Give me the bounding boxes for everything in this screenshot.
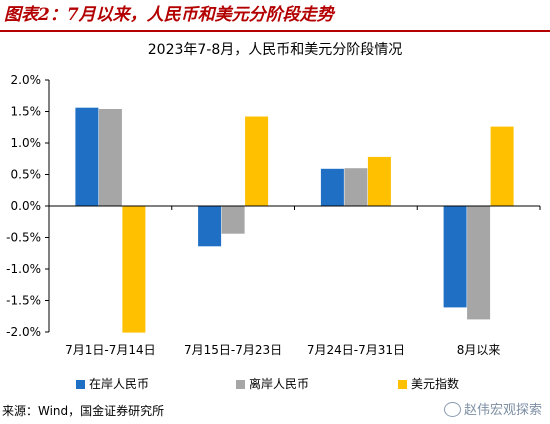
bar-chart: 2023年7-8月，人民币和美元分阶段情况 2.0% 1.5% 1.0% 0.5% 0.… bbox=[6, 42, 541, 357]
y-axis: 2.0% 1.5% 1.0% 0.5% 0.0% -0.5% -1.0% -1.5% -2.0% bbox=[6, 73, 50, 339]
bar-onshore-4 bbox=[443, 206, 467, 308]
bar-dxy-3 bbox=[367, 156, 391, 206]
bar-offshore-3 bbox=[344, 168, 368, 206]
figure-title: 图表2：7月以来，人民币和美元分阶段走势 bbox=[4, 5, 334, 25]
y-tick-label: 1.5% bbox=[11, 105, 42, 119]
watermark: 赵伟宏观探索 bbox=[443, 400, 542, 422]
source-note: 来源：Wind，国金证券研究所 bbox=[2, 404, 165, 418]
x-tick-label: 7月15日-7月23日 bbox=[184, 343, 282, 357]
watermark-text: 赵伟宏观探索 bbox=[463, 403, 542, 418]
bar-dxy-2 bbox=[245, 116, 269, 206]
legend-swatch-onshore bbox=[76, 380, 85, 389]
x-axis: 7月1日-7月14日 7月15日-7月23日 7月24日-7月31日 8月以来 bbox=[48, 205, 541, 357]
legend: 在岸人民币 离岸人民币 美元指数 bbox=[68, 374, 538, 394]
bar-dxy-4 bbox=[490, 126, 514, 206]
bar-group bbox=[75, 107, 514, 333]
legend-swatch-dxy bbox=[398, 380, 407, 389]
legend-item-offshore: 离岸人民币 bbox=[236, 374, 309, 394]
title-divider bbox=[0, 30, 550, 32]
x-tick-label: 8月以来 bbox=[457, 343, 501, 357]
legend-item-dxy: 美元指数 bbox=[398, 374, 459, 394]
chart-title: 2023年7-8月，人民币和美元分阶段情况 bbox=[148, 42, 403, 58]
y-tick-label: 0.5% bbox=[11, 168, 42, 182]
legend-label-dxy: 美元指数 bbox=[411, 377, 460, 391]
y-tick-label: 0.0% bbox=[11, 199, 42, 213]
x-tick-label: 7月24日-7月31日 bbox=[307, 343, 405, 357]
y-tick-label: -2.0% bbox=[6, 325, 41, 339]
bar-dxy-1 bbox=[122, 206, 146, 333]
legend-swatch-offshore bbox=[236, 380, 245, 389]
y-tick-label: -1.5% bbox=[6, 294, 41, 308]
bar-onshore-2 bbox=[198, 206, 222, 247]
bar-onshore-3 bbox=[320, 168, 344, 206]
bar-onshore-1 bbox=[75, 107, 99, 206]
wechat-icon bbox=[443, 402, 461, 417]
legend-item-onshore: 在岸人民币 bbox=[76, 374, 149, 394]
x-tick-label: 7月1日-7月14日 bbox=[65, 343, 156, 357]
legend-label-onshore: 在岸人民币 bbox=[89, 377, 150, 391]
bar-offshore-4 bbox=[467, 206, 491, 320]
y-tick-label: 2.0% bbox=[11, 73, 42, 87]
legend-label-offshore: 离岸人民币 bbox=[249, 377, 310, 391]
y-tick-label: 1.0% bbox=[11, 136, 42, 150]
bar-offshore-1 bbox=[98, 109, 122, 206]
bar-offshore-2 bbox=[221, 206, 245, 234]
y-tick-label: -1.0% bbox=[6, 262, 41, 276]
y-tick-label: -0.5% bbox=[6, 231, 41, 245]
